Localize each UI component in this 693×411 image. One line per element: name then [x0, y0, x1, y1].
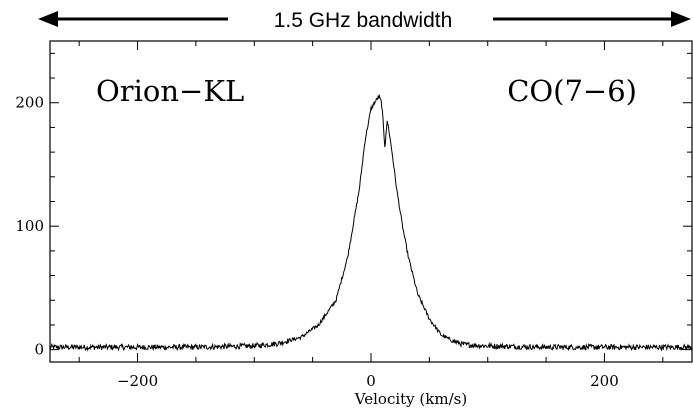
y-tick-label: 100	[15, 217, 44, 235]
left-arrow-head-icon	[38, 11, 58, 27]
line-annotation: CO(7−6)	[507, 74, 637, 108]
spectrum-line	[49, 93, 692, 352]
right-arrow-head-icon	[671, 11, 691, 27]
tick-labels: −200 0 200 0 100 200	[15, 94, 618, 390]
source-annotation: Orion−KL	[96, 74, 244, 108]
x-axis-label: Velocity (km/s)	[354, 390, 467, 408]
axis-ticks	[50, 41, 692, 362]
x-tick-label: 200	[590, 372, 619, 390]
x-tick-label: −200	[117, 372, 158, 390]
series-group	[49, 93, 692, 352]
y-tick-label: 200	[15, 94, 44, 112]
x-tick-label: 0	[366, 372, 376, 390]
annotations: Orion−KL CO(7−6)	[96, 74, 637, 108]
y-tick-label: 0	[34, 341, 44, 359]
bandwidth-label: 1.5 GHz bandwidth	[274, 9, 453, 32]
bandwidth-arrow: 1.5 GHz bandwidth	[38, 9, 691, 32]
